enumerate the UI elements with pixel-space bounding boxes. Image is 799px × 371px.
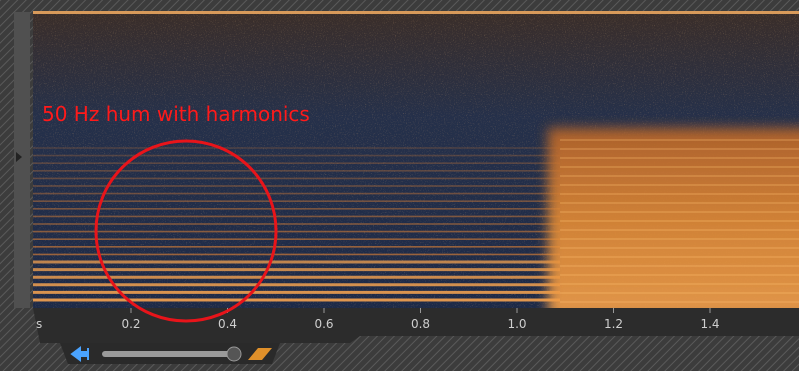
time-ticks: 0.20.40.60.81.01.21.41 <box>121 308 720 331</box>
zoom-icon[interactable] <box>70 346 89 362</box>
signal-region <box>548 128 799 308</box>
top-edge <box>33 11 799 14</box>
zoom-slider-thumb[interactable] <box>226 346 242 362</box>
annotation-circle <box>94 139 278 323</box>
axis-unit: s <box>36 317 42 331</box>
zoom-slider-track[interactable] <box>102 351 232 357</box>
tick-label: 0.8 <box>411 317 430 331</box>
spectrogram <box>33 14 799 308</box>
tick-label: 0.2 <box>121 317 140 331</box>
signal-lines <box>560 139 799 303</box>
left-ruler <box>14 12 30 308</box>
zoom-fit-icon[interactable] <box>248 348 272 360</box>
ruler-marker <box>16 152 22 162</box>
tick-label: 1.4 <box>700 317 719 331</box>
tick-label: 0.4 <box>218 317 237 331</box>
harmonic-lines <box>33 147 560 302</box>
tick-label: 0.6 <box>314 317 333 331</box>
tick-label: 1.0 <box>507 317 526 331</box>
time-axis-strip <box>33 308 799 343</box>
tick-label: 1.2 <box>604 317 623 331</box>
annotation-text: 50 Hz hum with harmonics <box>42 102 310 126</box>
